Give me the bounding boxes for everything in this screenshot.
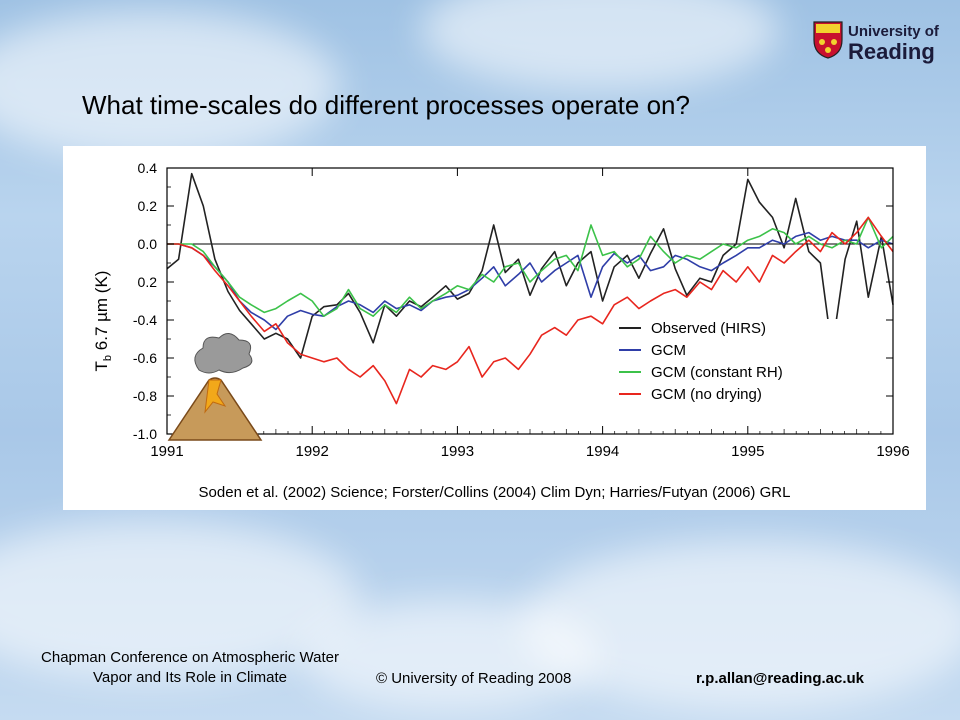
x-tick-label: 1995 [731, 443, 764, 460]
legend-label: GCM [651, 342, 686, 359]
footer-conference: Chapman Conference on Atmospheric Water … [41, 649, 339, 686]
y-axis-label-main: T [92, 361, 111, 371]
y-tick-label: -0.6 [133, 350, 157, 366]
series-line-2 [167, 216, 894, 317]
page-title: What time-scales do different processes … [82, 90, 690, 120]
x-tick-label: 1992 [296, 443, 329, 460]
volcano-icon [167, 333, 263, 441]
x-tick-label: 1993 [441, 443, 474, 460]
y-axis-label: Tb 6.7 µm (K) [92, 271, 114, 372]
y-tick-label: 0.4 [138, 160, 158, 176]
x-tick-label: 1996 [876, 443, 909, 460]
series-line-3 [167, 216, 894, 405]
series-layer [166, 172, 894, 405]
y-tick-label: -1.0 [133, 426, 157, 442]
legend-label: Observed (HIRS) [651, 320, 766, 337]
university-logo: University of Reading [812, 20, 942, 68]
footer-email[interactable]: r.p.allan@reading.ac.uk [696, 670, 865, 687]
y-axis-label-rest: 6.7 µm (K) [92, 271, 111, 355]
footer-copyright: © University of Reading 2008 [376, 670, 572, 687]
legend: Observed (HIRS) GCM GCM (constant RH) GCM (… [613, 319, 843, 411]
logo-line-2: Reading [848, 39, 935, 64]
legend-label: GCM (no drying) [651, 386, 762, 403]
logo-line-1: University of [848, 23, 939, 40]
cloud-decoration [520, 540, 960, 710]
y-tick-label: 0.2 [138, 274, 158, 290]
logo-text: University of Reading [848, 22, 939, 64]
y-ticks: 0.4 0.2 0.0 0.2 -0.4 -0.6 -0.8 -1.0 [133, 160, 893, 442]
y-tick-label: -0.4 [133, 312, 157, 328]
x-tick-label: 1994 [586, 443, 619, 460]
legend-background [613, 319, 843, 411]
y-tick-label: -0.8 [133, 388, 157, 404]
cloud-decoration [0, 10, 340, 160]
legend-label: GCM (constant RH) [651, 364, 783, 381]
y-tick-label: 0.0 [138, 236, 158, 252]
line-chart: 0.40.20.00.2-0.4-0.6-0.8-1.0 1991 1992 199… [92, 160, 910, 460]
crest-icon [813, 21, 843, 59]
series-line-0 [166, 172, 894, 359]
cloud-decoration [300, 600, 600, 710]
y-tick-label: 0.2 [138, 198, 158, 214]
x-tick-label: 1991 [150, 443, 183, 460]
chart-panel: 0.4 0.2 0.0 0.2 -0.4 -0.6 -0.8 -1.0 1991 1992 199… [63, 146, 926, 476]
cloud-decoration [420, 0, 780, 90]
x-ticks: 1991 1992 1993 1994 1995 1996 [150, 168, 910, 460]
series-line-1 [167, 231, 894, 331]
y-axis-label-sub: b [102, 355, 114, 361]
citation: Soden et al. (2002) Science; Forster/Col… [63, 476, 926, 510]
